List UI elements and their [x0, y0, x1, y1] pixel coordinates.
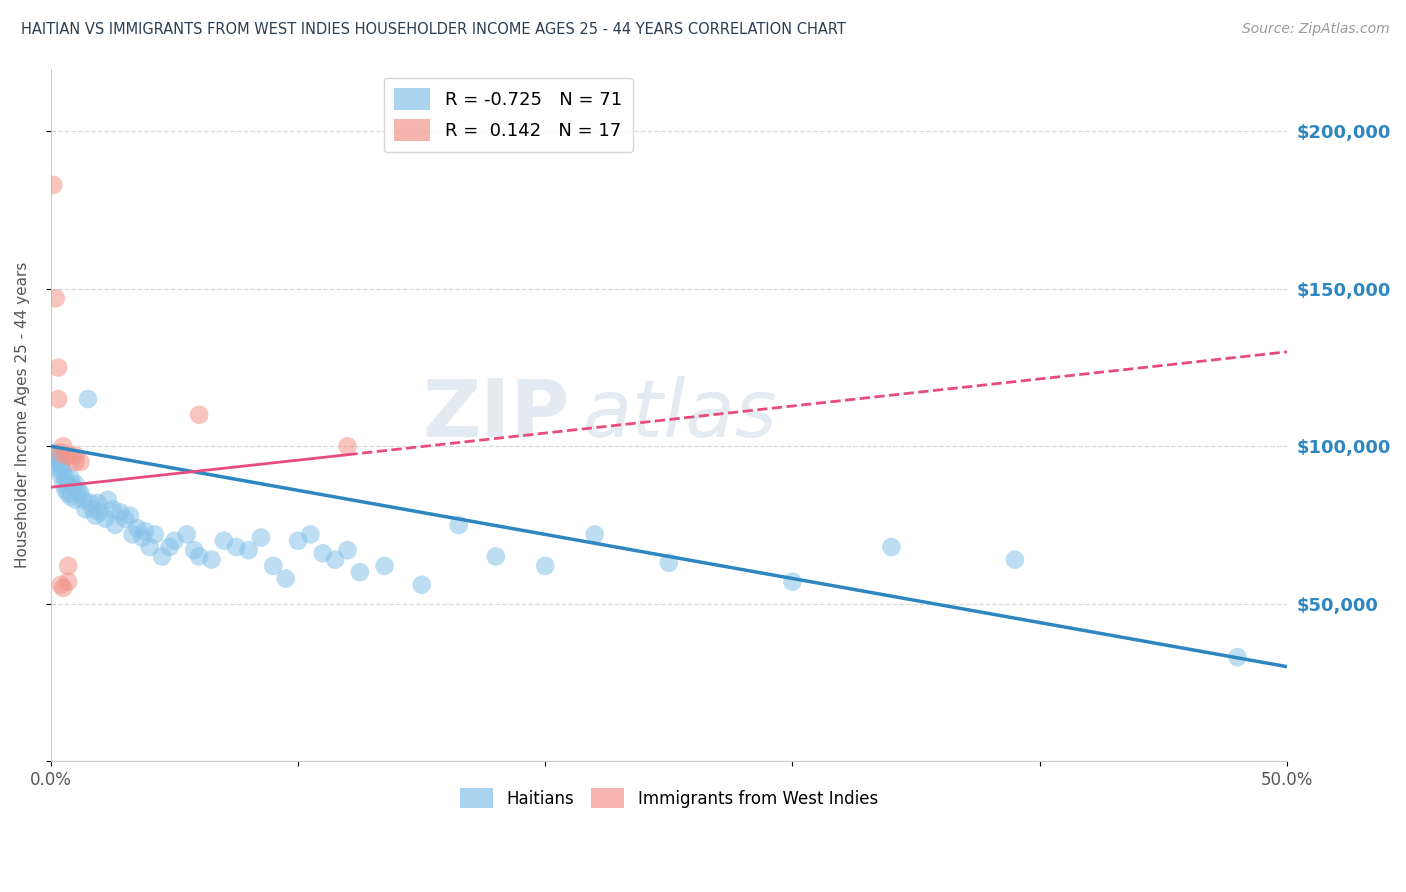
Point — [69, 486, 91, 500]
Point — [159, 540, 181, 554]
Point — [45, 291, 67, 305]
Point — [66, 483, 89, 498]
Point — [880, 540, 903, 554]
Point — [56, 574, 79, 589]
Point — [59, 449, 82, 463]
Point — [411, 578, 433, 592]
Text: atlas: atlas — [582, 376, 778, 454]
Point — [238, 543, 260, 558]
Point — [183, 543, 205, 558]
Point — [287, 533, 309, 548]
Point — [250, 531, 273, 545]
Point — [299, 527, 322, 541]
Point — [52, 477, 75, 491]
Point — [46, 451, 69, 466]
Point — [89, 505, 111, 519]
Point — [262, 558, 284, 573]
Point — [374, 558, 396, 573]
Point — [49, 458, 72, 472]
Point — [72, 492, 94, 507]
Text: ZIP: ZIP — [423, 376, 569, 454]
Point — [65, 449, 87, 463]
Point — [188, 549, 211, 564]
Point — [336, 439, 359, 453]
Point — [114, 511, 136, 525]
Point — [176, 527, 198, 541]
Point — [150, 549, 173, 564]
Point — [49, 445, 72, 459]
Point — [534, 558, 557, 573]
Point — [77, 392, 100, 406]
Point — [447, 518, 470, 533]
Point — [143, 527, 166, 541]
Point — [1226, 650, 1249, 665]
Point — [45, 455, 67, 469]
Point — [75, 502, 97, 516]
Point — [782, 574, 804, 589]
Point — [312, 546, 335, 560]
Point — [212, 533, 235, 548]
Point — [200, 552, 222, 566]
Point — [46, 360, 69, 375]
Point — [45, 449, 67, 463]
Point — [79, 496, 101, 510]
Point — [56, 477, 79, 491]
Point — [65, 492, 87, 507]
Point — [52, 465, 75, 479]
Point — [52, 439, 75, 453]
Point — [49, 467, 72, 482]
Point — [323, 552, 346, 566]
Text: Source: ZipAtlas.com: Source: ZipAtlas.com — [1241, 22, 1389, 37]
Point — [42, 178, 65, 192]
Point — [42, 445, 65, 459]
Point — [69, 455, 91, 469]
Point — [104, 518, 127, 533]
Point — [65, 455, 87, 469]
Point — [84, 508, 107, 523]
Point — [46, 461, 69, 475]
Point — [134, 524, 156, 539]
Point — [349, 565, 371, 579]
Point — [583, 527, 606, 541]
Point — [87, 496, 110, 510]
Point — [55, 483, 77, 498]
Point — [118, 508, 141, 523]
Point — [59, 471, 82, 485]
Point — [49, 578, 72, 592]
Point — [52, 581, 75, 595]
Y-axis label: Householder Income Ages 25 - 44 years: Householder Income Ages 25 - 44 years — [15, 261, 30, 568]
Point — [131, 531, 153, 545]
Text: HAITIAN VS IMMIGRANTS FROM WEST INDIES HOUSEHOLDER INCOME AGES 25 - 44 YEARS COR: HAITIAN VS IMMIGRANTS FROM WEST INDIES H… — [21, 22, 846, 37]
Point — [59, 490, 82, 504]
Point — [336, 543, 359, 558]
Point — [108, 505, 131, 519]
Point — [65, 477, 87, 491]
Legend: Haitians, Immigrants from West Indies: Haitians, Immigrants from West Indies — [453, 781, 884, 815]
Point — [188, 408, 211, 422]
Point — [485, 549, 508, 564]
Point — [46, 392, 69, 406]
Point — [121, 527, 143, 541]
Point — [1004, 552, 1026, 566]
Point — [94, 511, 117, 525]
Point — [55, 471, 77, 485]
Point — [127, 521, 149, 535]
Point — [97, 492, 120, 507]
Point — [56, 486, 79, 500]
Point — [138, 540, 160, 554]
Point — [225, 540, 247, 554]
Point — [62, 480, 84, 494]
Point — [56, 558, 79, 573]
Point — [55, 449, 77, 463]
Point — [82, 502, 104, 516]
Point — [101, 502, 124, 516]
Point — [274, 572, 297, 586]
Point — [658, 556, 681, 570]
Point — [163, 533, 186, 548]
